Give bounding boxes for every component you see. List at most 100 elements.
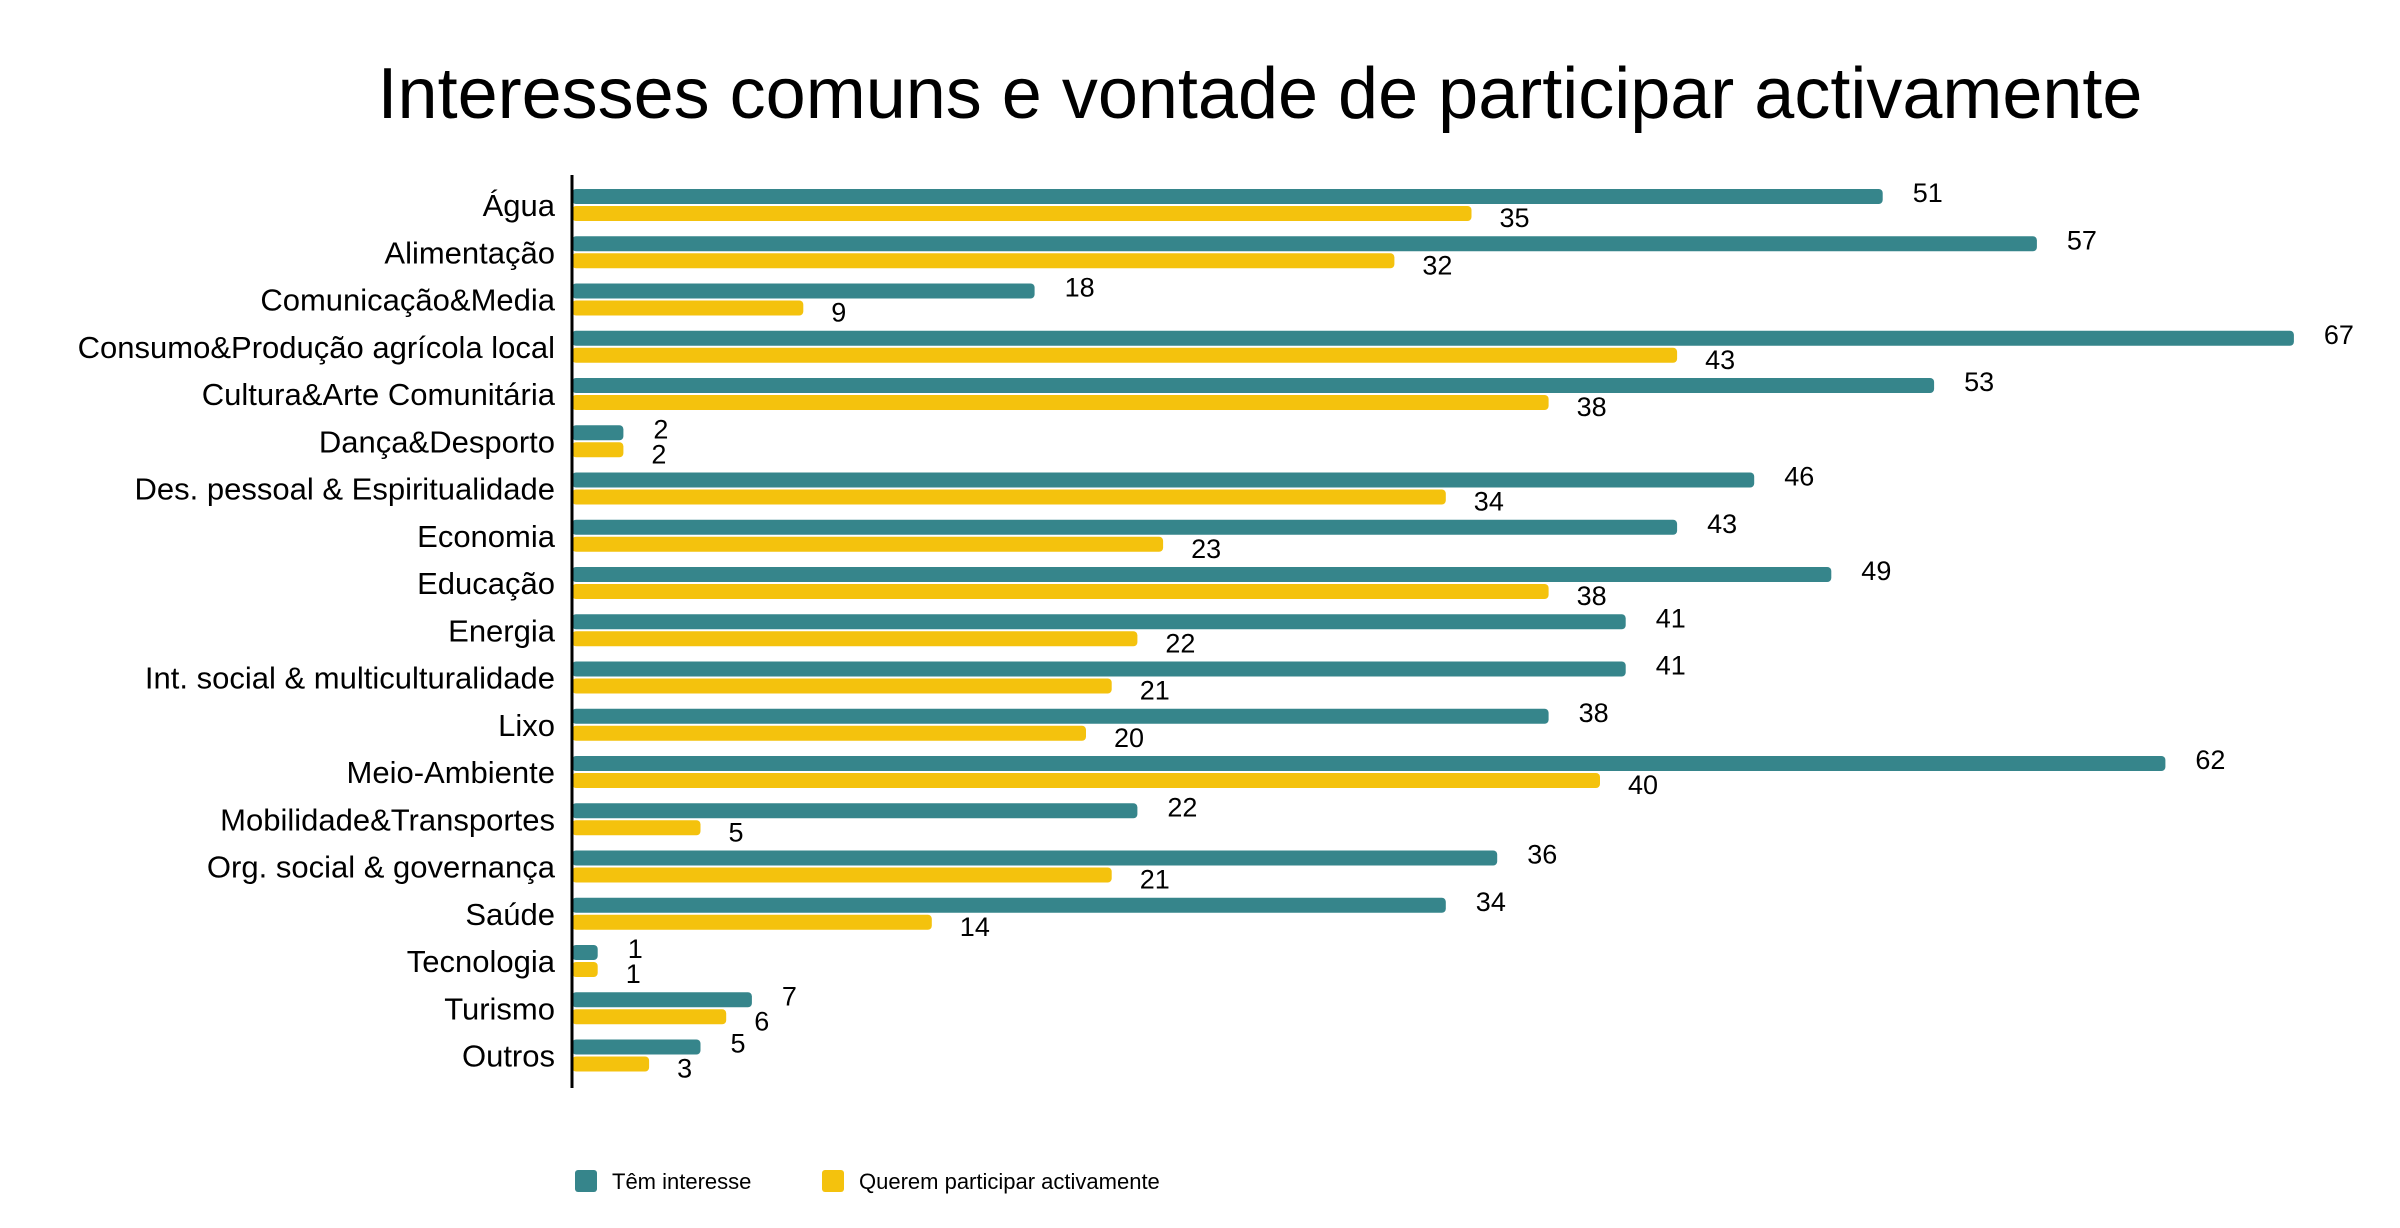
category-label: Turismo — [444, 991, 555, 1026]
bar-interest — [572, 378, 1935, 393]
bar-interest — [572, 472, 1755, 488]
bar-interest — [572, 519, 1678, 535]
bar-interest — [572, 945, 598, 960]
data-label: 43 — [1707, 509, 1737, 539]
bar-participate — [572, 584, 1549, 599]
bar-interest — [572, 850, 1498, 866]
category-label: Cultura&Arte Comunitária — [202, 377, 556, 412]
data-label: 22 — [1165, 628, 1195, 658]
data-label: 2 — [651, 439, 666, 469]
data-label: 35 — [1500, 203, 1530, 233]
bar-participate — [572, 206, 1472, 221]
bar-interest — [572, 1039, 701, 1055]
category-label: Alimentação — [384, 235, 555, 270]
data-label: 9 — [831, 298, 846, 328]
category-label: Meio-Ambiente — [347, 755, 555, 790]
data-label: 41 — [1656, 603, 1686, 633]
data-label: 67 — [2324, 320, 2354, 350]
chart-title: Interesses comuns e vontade de participa… — [378, 54, 2143, 134]
bar-interest — [572, 283, 1035, 299]
bar-interest — [572, 614, 1626, 630]
category-label: Mobilidade&Transportes — [220, 802, 555, 837]
bar-interest — [572, 756, 2166, 771]
legend-swatch — [575, 1170, 597, 1192]
data-label: 7 — [782, 981, 797, 1011]
data-label: 40 — [1628, 770, 1658, 800]
data-label: 20 — [1114, 723, 1144, 753]
category-label: Energia — [448, 613, 556, 648]
bar-interest — [572, 567, 1832, 582]
bar-participate — [572, 914, 932, 930]
category-label: Consumo&Produção agrícola local — [78, 330, 555, 365]
data-label: 23 — [1191, 534, 1221, 564]
category-label: Int. social & multiculturalidade — [145, 661, 555, 696]
bar-interest — [572, 330, 2294, 346]
data-label: 6 — [754, 1006, 769, 1036]
bar-interest — [572, 708, 1549, 724]
data-label: 22 — [1167, 792, 1197, 822]
bar-participate — [572, 395, 1549, 410]
data-label: 38 — [1577, 392, 1607, 422]
data-label: 14 — [960, 912, 990, 942]
data-label: 36 — [1527, 840, 1557, 870]
legend: Têm interesse Querem participar activamen… — [575, 1169, 1160, 1194]
bar-participate — [572, 678, 1112, 694]
data-label: 49 — [1861, 556, 1891, 586]
legend-label: Querem participar activamente — [859, 1169, 1160, 1194]
category-label: Saúde — [465, 897, 555, 932]
data-label: 62 — [2195, 745, 2225, 775]
bar-interest — [572, 236, 2037, 252]
bar-participate — [572, 631, 1138, 647]
data-label: 3 — [677, 1054, 692, 1084]
legend-label: Têm interesse — [612, 1169, 751, 1194]
category-label: Educação — [417, 566, 555, 601]
data-label: 53 — [1964, 367, 1994, 397]
category-label: Outros — [462, 1039, 555, 1074]
bar-participate — [572, 253, 1395, 269]
bar-interest — [572, 661, 1626, 677]
bar-participate — [572, 347, 1678, 363]
data-label: 57 — [2067, 225, 2097, 255]
data-label: 34 — [1474, 487, 1504, 517]
bar-interest — [572, 992, 752, 1008]
category-label: Comunicação&Media — [260, 283, 555, 318]
data-label: 41 — [1656, 651, 1686, 681]
category-label: Des. pessoal & Espiritualidade — [135, 472, 555, 507]
bar-participate — [572, 725, 1086, 741]
bar-participate — [572, 773, 1600, 788]
category-label: Dança&Desporto — [319, 424, 555, 459]
bar-participate — [572, 1056, 650, 1072]
data-label: 2 — [653, 414, 668, 444]
data-label: 38 — [1577, 581, 1607, 611]
category-label: Org. social & governança — [207, 850, 556, 885]
bar-participate — [572, 536, 1164, 552]
bar-participate — [572, 820, 701, 836]
category-label: Lixo — [498, 708, 555, 743]
category-label: Economia — [417, 519, 556, 554]
bar-participate — [572, 300, 804, 316]
bar-interest — [572, 897, 1446, 913]
category-label: Tecnologia — [407, 944, 556, 979]
category-label: Água — [483, 188, 556, 223]
data-label: 38 — [1579, 698, 1609, 728]
data-label: 34 — [1476, 887, 1506, 917]
bar-interest — [572, 425, 624, 441]
data-label: 18 — [1065, 273, 1095, 303]
data-label: 43 — [1705, 345, 1735, 375]
data-label: 1 — [626, 959, 641, 989]
data-label: 5 — [731, 1029, 746, 1059]
bar-participate — [572, 867, 1112, 883]
bar-participate — [572, 489, 1446, 505]
bar-participate — [572, 962, 598, 977]
data-label: 51 — [1913, 178, 1943, 208]
data-label: 5 — [729, 817, 744, 847]
bar-participate — [572, 442, 624, 458]
data-label: 21 — [1140, 865, 1170, 895]
data-label: 21 — [1140, 676, 1170, 706]
data-label: 46 — [1784, 462, 1814, 492]
data-label: 1 — [628, 934, 643, 964]
bar-interest — [572, 189, 1883, 204]
bar-participate — [572, 1009, 727, 1025]
